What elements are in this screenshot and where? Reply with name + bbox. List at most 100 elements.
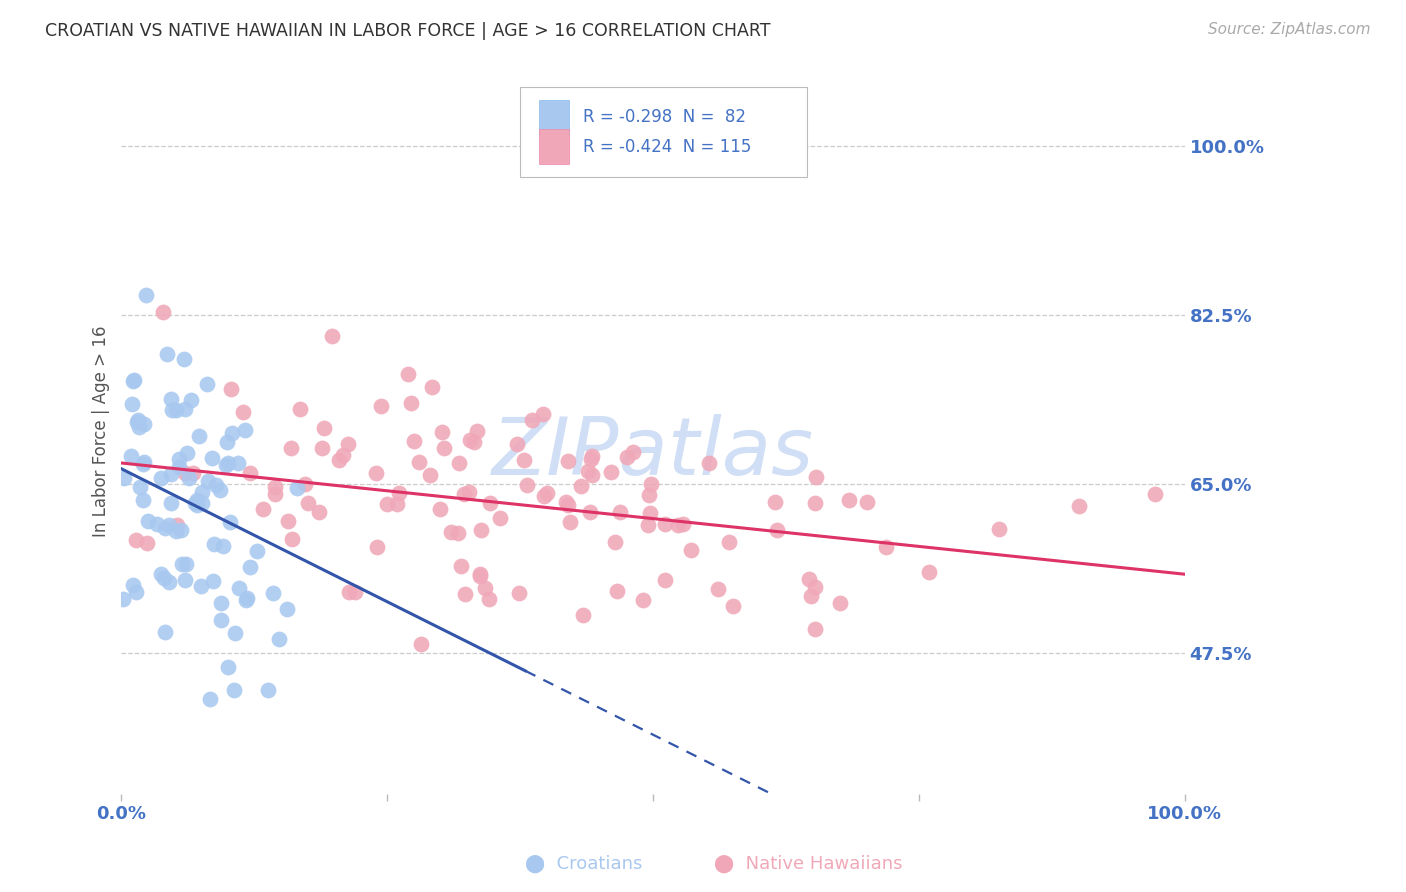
Point: [797, 572, 820, 586]
Point: [375, 497, 398, 511]
Point: [153, 521, 176, 535]
Point: [129, 479, 152, 493]
Point: [122, 578, 145, 592]
Point: [512, 452, 534, 467]
Point: [679, 543, 702, 558]
Point: [209, 613, 232, 627]
Point: [430, 425, 453, 440]
Point: [987, 522, 1010, 536]
Point: [1143, 486, 1166, 500]
Point: [638, 506, 661, 520]
Point: [603, 534, 626, 549]
Point: [399, 395, 422, 409]
Point: [212, 539, 235, 553]
Point: [157, 518, 180, 533]
FancyBboxPatch shape: [520, 87, 807, 178]
Point: [433, 441, 456, 455]
Point: [219, 515, 242, 529]
Point: [465, 424, 488, 438]
Point: [228, 582, 250, 596]
Point: [366, 540, 388, 554]
Point: [616, 450, 638, 464]
Point: [557, 454, 579, 468]
FancyBboxPatch shape: [540, 129, 569, 164]
Point: [463, 434, 485, 449]
Point: [135, 288, 157, 302]
Text: Source: ZipAtlas.com: Source: ZipAtlas.com: [1208, 22, 1371, 37]
Point: [188, 429, 211, 443]
Point: [470, 567, 492, 582]
Point: [176, 446, 198, 460]
Point: [875, 540, 897, 554]
Point: [197, 475, 219, 489]
Point: [202, 574, 225, 589]
Point: [321, 329, 343, 343]
Text: ⬤  Native Hawaiians: ⬤ Native Hawaiians: [714, 855, 903, 872]
Point: [132, 457, 155, 471]
Point: [404, 434, 426, 448]
Point: [125, 415, 148, 429]
Point: [420, 380, 443, 394]
Point: [370, 400, 392, 414]
Point: [277, 514, 299, 528]
Point: [125, 533, 148, 547]
Point: [308, 505, 330, 519]
Point: [579, 505, 602, 519]
Point: [856, 494, 879, 508]
Point: [127, 413, 149, 427]
Point: [221, 425, 243, 440]
Point: [191, 485, 214, 500]
Point: [222, 683, 245, 698]
Point: [489, 510, 512, 524]
Point: [236, 591, 259, 605]
Point: [637, 518, 659, 533]
Point: [217, 456, 239, 470]
Point: [458, 433, 481, 447]
Point: [558, 515, 581, 529]
Point: [120, 450, 142, 464]
Point: [150, 566, 173, 581]
Point: [297, 496, 319, 510]
Point: [134, 455, 156, 469]
Point: [149, 471, 172, 485]
Text: R = -0.424  N = 115: R = -0.424 N = 115: [583, 138, 751, 156]
Point: [581, 452, 603, 467]
Point: [803, 622, 825, 636]
Point: [555, 495, 578, 509]
Point: [328, 452, 350, 467]
Point: [200, 451, 222, 466]
Point: [285, 481, 308, 495]
Point: [209, 483, 232, 497]
Point: [458, 484, 481, 499]
Point: [450, 558, 472, 573]
Point: [160, 392, 183, 406]
Point: [429, 502, 451, 516]
Point: [697, 456, 720, 470]
Point: [654, 574, 676, 588]
Point: [245, 544, 267, 558]
Point: [262, 586, 284, 600]
Point: [173, 573, 195, 587]
Point: [224, 626, 246, 640]
Point: [146, 516, 169, 531]
Point: [640, 477, 662, 491]
Point: [533, 489, 555, 503]
Point: [804, 470, 827, 484]
Point: [520, 413, 543, 427]
Point: [721, 599, 744, 614]
Point: [267, 632, 290, 646]
Point: [202, 536, 225, 550]
Y-axis label: In Labor Force | Age > 16: In Labor Force | Age > 16: [93, 326, 110, 537]
Point: [174, 558, 197, 572]
Text: ZIPatlas: ZIPatlas: [492, 414, 814, 491]
Point: [804, 495, 827, 509]
Point: [419, 468, 441, 483]
Point: [112, 471, 135, 485]
Point: [160, 496, 183, 510]
Point: [239, 466, 262, 480]
Point: [281, 532, 304, 546]
Point: [478, 592, 501, 607]
Point: [219, 382, 242, 396]
Point: [569, 479, 592, 493]
Point: [195, 376, 218, 391]
